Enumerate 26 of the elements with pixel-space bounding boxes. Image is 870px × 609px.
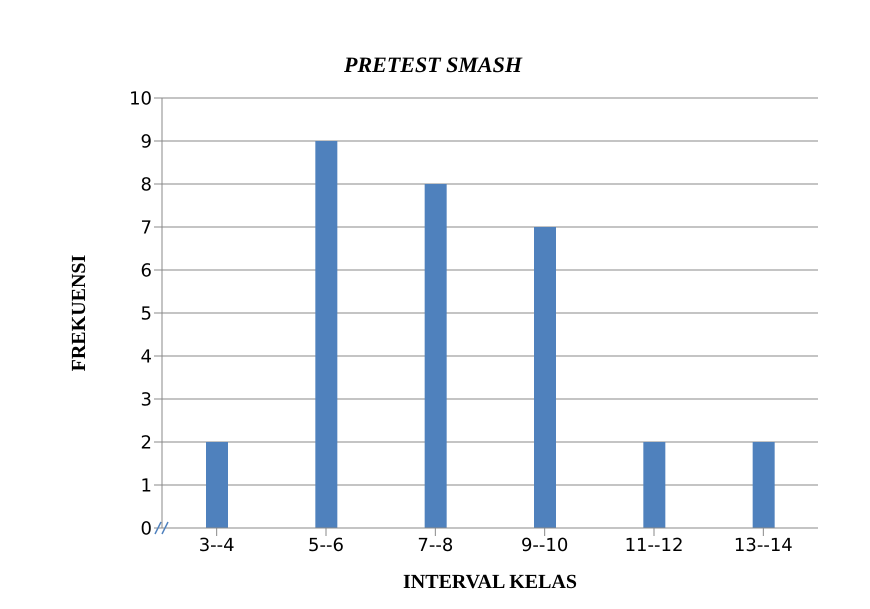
- y-tick-label: 0: [140, 518, 152, 540]
- x-axis-title: INTERVAL KELAS: [403, 571, 577, 593]
- y-tick-label: 3: [140, 389, 152, 410]
- y-tick-label: 2: [140, 432, 152, 454]
- y-axis-title: FREKUENSI: [68, 254, 90, 372]
- x-tick-label: 11--12: [624, 534, 684, 556]
- x-tick-label: 13--14: [734, 534, 793, 556]
- bar: [315, 141, 338, 528]
- x-tick-label: 3--4: [198, 534, 235, 556]
- bar: [424, 184, 447, 528]
- y-tick-label: 10: [129, 88, 152, 110]
- x-tick-label: 7--8: [417, 534, 454, 556]
- y-tick-label: 8: [140, 174, 152, 196]
- y-tick-label: 9: [140, 131, 152, 152]
- x-tick-label: 9--10: [520, 534, 568, 556]
- bar: [643, 442, 666, 528]
- y-tick-label: 4: [140, 346, 152, 368]
- x-tick-label: 5--6: [308, 534, 344, 556]
- chart-title: PRETEST SMASH: [343, 52, 524, 78]
- y-tick-label: 6: [140, 260, 152, 282]
- bar: [752, 442, 775, 528]
- y-tick-label: 1: [140, 475, 152, 496]
- bar: [206, 442, 228, 528]
- bar: [534, 227, 556, 528]
- y-tick-label: 7: [140, 217, 152, 238]
- y-tick-label: 5: [140, 303, 152, 324]
